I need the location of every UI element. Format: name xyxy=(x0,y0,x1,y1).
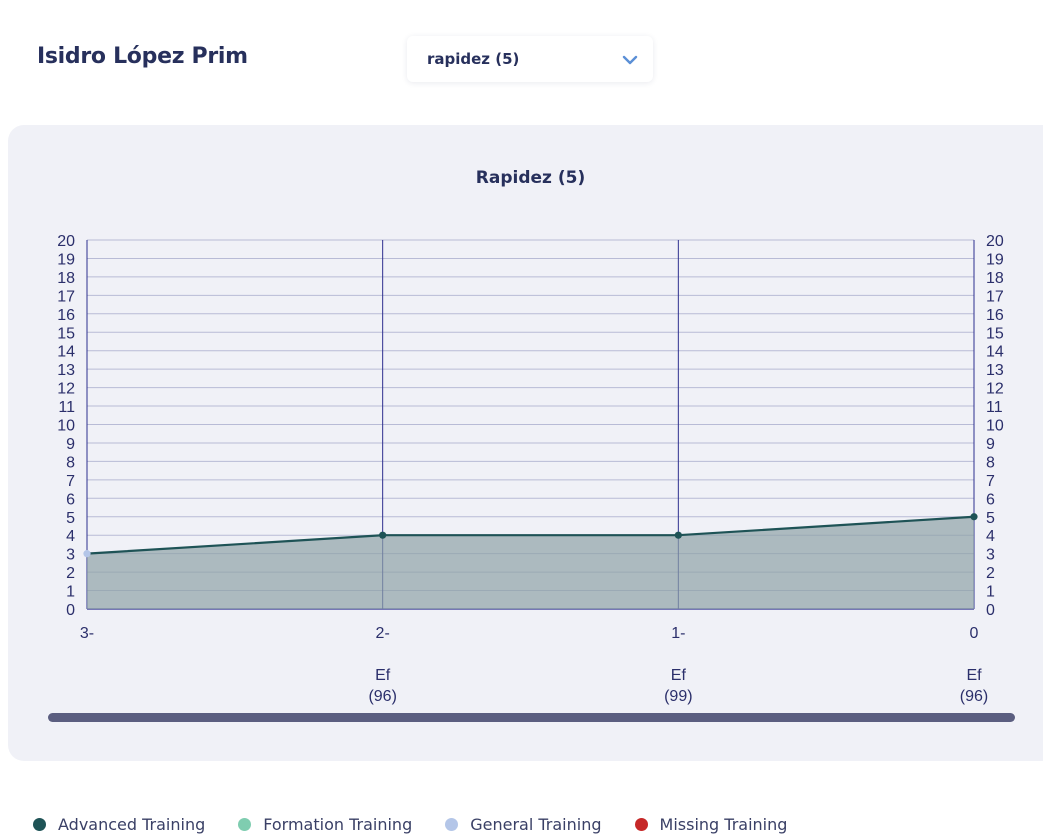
x-tick-label: 2- xyxy=(376,625,390,642)
legend-item[interactable]: General Training xyxy=(445,814,602,834)
x-annotation: (99) xyxy=(664,688,692,705)
y-tick-label-right: 2 xyxy=(986,565,995,582)
legend-dot-icon xyxy=(238,817,252,831)
data-point-advanced xyxy=(970,513,978,521)
y-tick-label-left: 12 xyxy=(57,381,75,398)
y-tick-label-left: 19 xyxy=(57,251,75,268)
y-tick-label-left: 10 xyxy=(57,418,75,435)
x-annotation: (96) xyxy=(368,688,396,705)
legend-dot-icon xyxy=(445,817,459,831)
chart-panel: Rapidez (5) 0 0 1 1 2 2 3 3 4 4 5 5 6 6 7 7 8 8 9 9 10 10 11 11 1… xyxy=(8,125,1043,761)
y-tick-label-right: 15 xyxy=(986,325,1004,342)
data-point-general xyxy=(83,550,91,558)
y-tick-label-left: 6 xyxy=(66,491,75,508)
y-tick-label-left: 1 xyxy=(66,584,75,601)
y-tick-label-left: 16 xyxy=(57,307,75,324)
y-tick-label-left: 17 xyxy=(57,288,75,305)
chart-legend: Advanced Training Formation Training Gener… xyxy=(33,813,820,835)
x-annotation: (96) xyxy=(960,688,988,705)
y-tick-label-left: 15 xyxy=(57,325,75,342)
y-tick-label-left: 2 xyxy=(66,565,75,582)
y-tick-label-right: 3 xyxy=(986,547,995,564)
y-tick-label-right: 12 xyxy=(986,381,1004,398)
y-tick-label-right: 18 xyxy=(986,270,1004,287)
y-tick-label-left: 8 xyxy=(66,454,75,471)
y-tick-label-right: 1 xyxy=(986,584,995,601)
x-tick-label: 1- xyxy=(671,625,685,642)
y-tick-label-right: 16 xyxy=(986,307,1004,324)
attribute-select-value: rapidez (5) xyxy=(427,50,520,68)
y-tick-label-left: 7 xyxy=(66,473,75,490)
chevron-down-icon xyxy=(622,55,638,65)
y-tick-label-left: 20 xyxy=(57,233,75,250)
y-tick-label-right: 9 xyxy=(986,436,995,453)
y-tick-label-left: 11 xyxy=(58,399,75,416)
legend-label: Advanced Training xyxy=(58,814,206,834)
y-tick-label-right: 17 xyxy=(986,288,1004,305)
y-tick-label-right: 8 xyxy=(986,454,995,471)
y-tick-label-right: 7 xyxy=(986,473,995,490)
y-tick-label-left: 5 xyxy=(66,510,75,527)
series-area xyxy=(87,516,974,609)
y-tick-label-right: 11 xyxy=(986,399,1003,416)
legend-item[interactable]: Formation Training xyxy=(238,815,412,834)
x-annotation: Ef xyxy=(671,667,687,684)
legend-item[interactable]: Missing Training xyxy=(634,814,788,834)
horizontal-scrollbar[interactable] xyxy=(48,713,1015,722)
y-tick-label-right: 10 xyxy=(986,418,1004,435)
y-tick-label-left: 14 xyxy=(57,344,75,361)
legend-dot-icon xyxy=(634,817,648,831)
y-tick-label-left: 9 xyxy=(66,436,75,453)
x-annotation: Ef xyxy=(966,667,982,684)
x-annotation: Ef xyxy=(375,667,391,684)
y-tick-label-left: 4 xyxy=(66,528,75,545)
y-tick-label-right: 13 xyxy=(986,362,1004,379)
legend-label: Formation Training xyxy=(263,814,413,834)
data-point-advanced xyxy=(674,531,682,539)
series-line xyxy=(86,515,975,555)
legend-label: General Training xyxy=(470,814,602,834)
legend-dot-icon xyxy=(33,817,46,831)
y-tick-label-right: 4 xyxy=(986,528,995,545)
y-tick-label-right: 6 xyxy=(986,491,995,508)
player-name: Isidro López Prim xyxy=(37,44,248,69)
y-tick-label-left: 3 xyxy=(66,547,75,564)
y-tick-label-right: 14 xyxy=(986,344,1004,361)
legend-item[interactable]: Advanced Training xyxy=(33,815,205,834)
x-tick-label: 0 xyxy=(970,625,979,642)
legend-label: Missing Training xyxy=(659,814,788,834)
data-point-advanced xyxy=(379,531,387,539)
y-tick-label-left: 13 xyxy=(57,362,75,379)
y-tick-label-right: 20 xyxy=(986,233,1004,250)
y-tick-label-left: 0 xyxy=(66,602,75,619)
y-tick-label-left: 18 xyxy=(57,270,75,287)
chart-title: Rapidez (5) xyxy=(476,168,585,188)
attribute-select[interactable]: rapidez (5) xyxy=(407,36,653,82)
y-tick-label-right: 19 xyxy=(986,251,1004,268)
x-tick-label: 3- xyxy=(80,625,94,642)
y-tick-label-right: 0 xyxy=(986,602,995,619)
y-tick-label-right: 5 xyxy=(986,510,995,527)
